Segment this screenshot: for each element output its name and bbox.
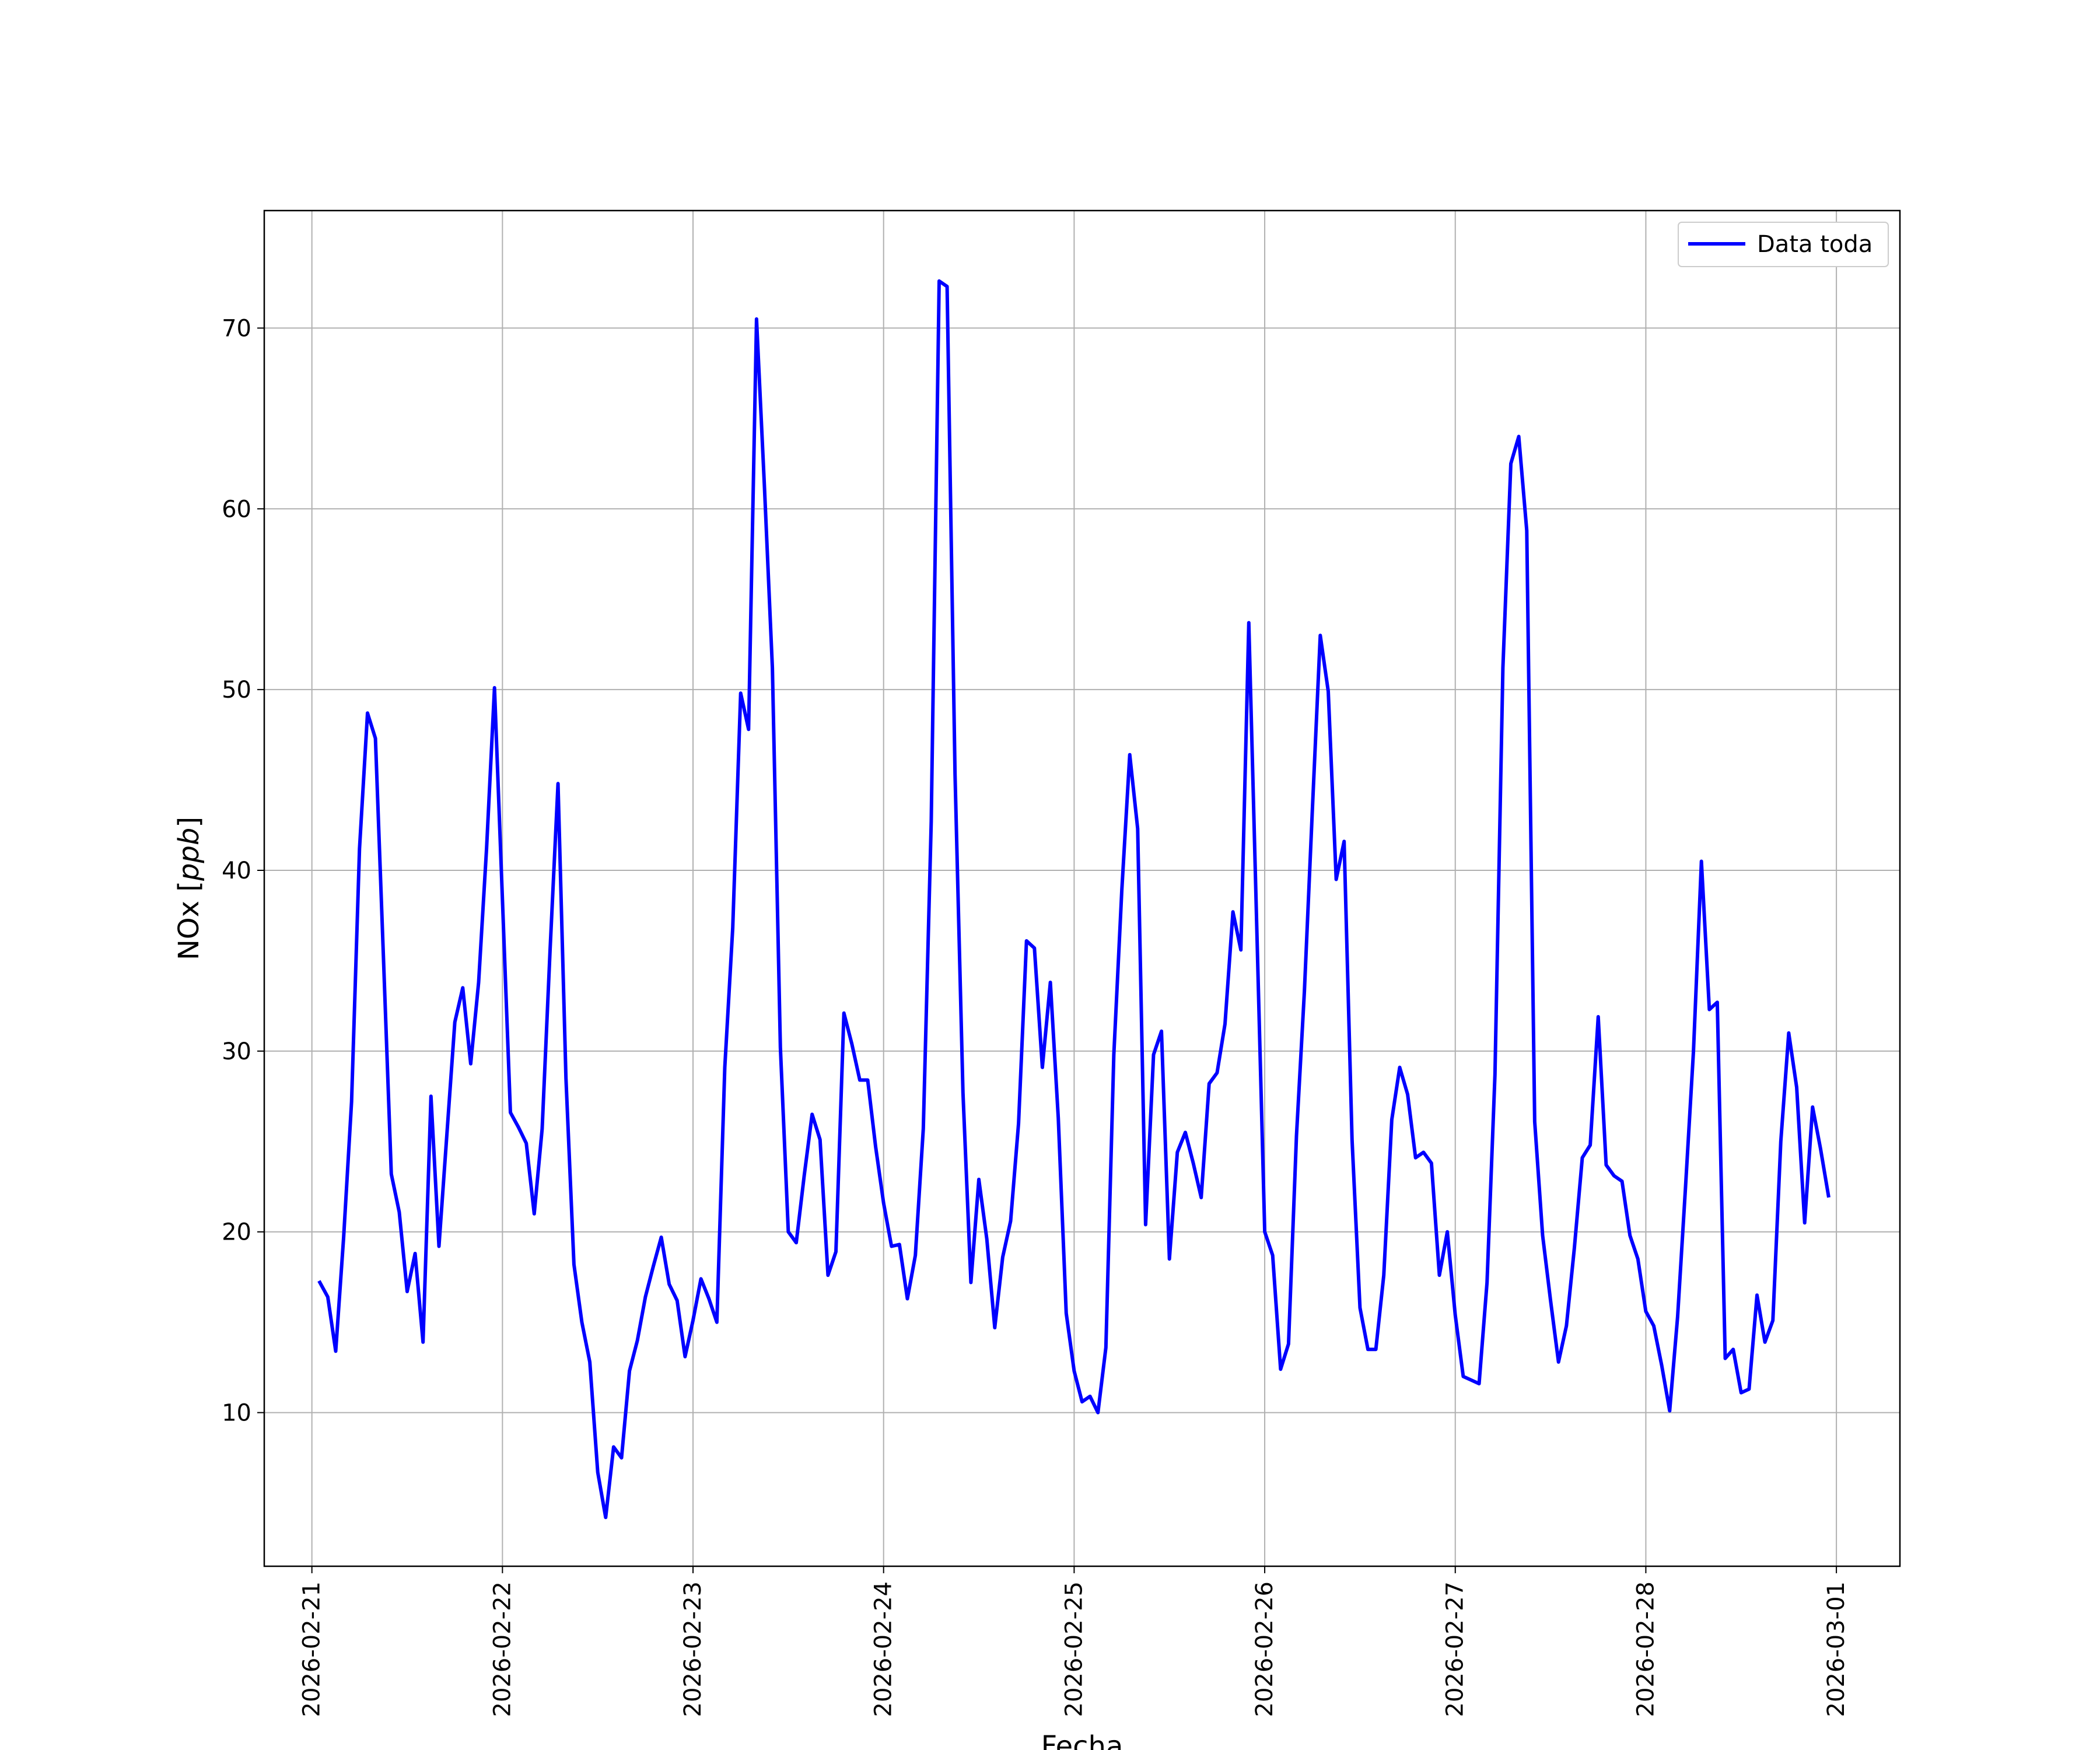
x-tick-label: 2026-02-24 — [870, 1581, 897, 1717]
y-tick-label: 70 — [222, 315, 251, 342]
y-axis-label: NOx [ppb] — [173, 817, 205, 960]
x-tick-label: 2026-02-26 — [1251, 1581, 1278, 1717]
x-tick-label: 2026-02-21 — [299, 1581, 326, 1717]
axes-frame — [263, 209, 1901, 1567]
grid — [264, 211, 1900, 1566]
x-tick-label: 2026-02-23 — [680, 1581, 706, 1717]
y-tick-label: 50 — [222, 677, 251, 704]
y-axis: 10 20 30 40 50 60 70 — [222, 315, 264, 1427]
y-axis-label-unit: ppb — [173, 828, 205, 881]
y-tick-label: 40 — [222, 858, 251, 884]
x-tick-label: 2026-02-27 — [1442, 1581, 1469, 1717]
y-tick-label: 30 — [222, 1038, 251, 1065]
x-tick-label: 2026-02-25 — [1060, 1581, 1087, 1717]
x-tick-label: 2026-03-01 — [1823, 1581, 1850, 1717]
legend-label: Data toda — [1757, 231, 1873, 258]
x-axis: 2026-02-21 2026-02-22 2026-02-23 2026-02-24… — [299, 1566, 1850, 1717]
x-tick-label: 2026-02-28 — [1632, 1581, 1659, 1717]
y-tick-label: 60 — [222, 496, 251, 523]
y-tick-label: 10 — [222, 1400, 251, 1427]
y-tick-label: 20 — [222, 1219, 251, 1246]
x-axis-label: Fecha — [1041, 1730, 1124, 1750]
legend-box — [1678, 222, 1889, 267]
x-tick-label: 2026-02-22 — [489, 1581, 516, 1717]
y-axis-label-main: NOx [ — [173, 881, 205, 960]
series-line — [317, 279, 1831, 1520]
y-axis-label-close: ] — [173, 817, 205, 828]
legend: Data toda — [1678, 222, 1889, 267]
plot-area — [317, 279, 1831, 1520]
